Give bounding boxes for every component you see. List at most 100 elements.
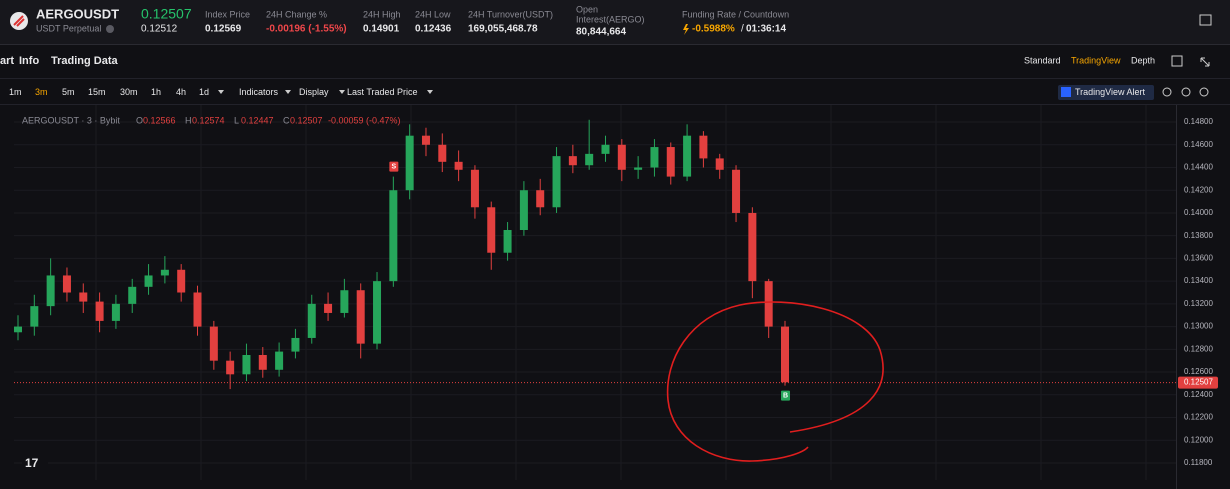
candle-body — [650, 147, 659, 168]
candle-body — [617, 144, 626, 170]
interval[interactable]: 1h — [151, 87, 161, 97]
menu[interactable]: Last Traded Price — [347, 87, 418, 97]
stat-label: 24H High — [363, 9, 401, 19]
legend-value: 0.12574 — [192, 115, 225, 125]
y-tick-label: 0.13000 — [1184, 322, 1213, 331]
stat-label: Open — [576, 4, 598, 14]
candle-body — [14, 326, 22, 333]
last-price-label: 0.12507 — [1184, 378, 1213, 387]
candle-body — [324, 303, 333, 313]
stat-value: 0.14901 — [363, 24, 400, 35]
stat-label: Interest(AERGO) — [576, 14, 645, 24]
legend-key: L — [234, 115, 239, 125]
candle-body — [503, 230, 512, 253]
alert-label[interactable]: TradingView Alert — [1075, 87, 1146, 97]
tab[interactable]: Trading Data — [51, 55, 119, 67]
tab[interactable]: art — [0, 55, 14, 67]
y-tick-label: 0.14000 — [1184, 208, 1213, 217]
interval[interactable]: 1m — [9, 87, 22, 97]
view-tab[interactable]: TradingView — [1071, 55, 1121, 65]
countdown: 01:36:14 — [746, 24, 786, 35]
interval[interactable]: 15m — [88, 87, 106, 97]
y-tick-label: 0.12600 — [1184, 367, 1213, 376]
settings-icon[interactable] — [1181, 87, 1191, 97]
interval[interactable]: 1d — [199, 87, 209, 97]
y-tick-label: 0.12000 — [1184, 435, 1213, 444]
candle-body — [568, 156, 577, 166]
bolt-icon — [683, 24, 689, 35]
candle-body — [373, 281, 382, 344]
y-tick-label: 0.13400 — [1184, 276, 1213, 285]
stat-value: 169,055,468.78 — [468, 24, 538, 35]
interval[interactable]: 3m — [35, 87, 48, 97]
fullscreen-icon[interactable] — [1199, 87, 1209, 97]
candle-body — [356, 290, 365, 344]
candle-body — [46, 275, 55, 307]
candle-body — [242, 355, 251, 375]
view-tab[interactable]: Standard — [1024, 55, 1061, 65]
stat-value: -0.00196 (-1.55%) — [266, 24, 347, 35]
view-tab[interactable]: Depth — [1131, 55, 1155, 65]
interval[interactable]: 30m — [120, 87, 138, 97]
candle-body — [275, 351, 284, 370]
candle-body — [666, 147, 675, 177]
candle-body — [699, 135, 708, 159]
interval[interactable]: 4h — [176, 87, 186, 97]
grid-icon[interactable] — [1171, 55, 1183, 67]
layout-icon[interactable] — [1199, 14, 1212, 26]
menu[interactable]: Indicators — [239, 87, 279, 97]
y-tick-label: 0.14200 — [1184, 185, 1213, 194]
trade-marker — [781, 390, 790, 401]
stat-label: Index Price — [205, 9, 250, 19]
candle-body — [732, 169, 741, 213]
symbol[interactable]: AERGOUSDT — [36, 6, 119, 21]
coin-glyph — [13, 15, 25, 27]
legend-key: C — [283, 115, 290, 125]
dropdown — [427, 90, 433, 94]
candle-body — [634, 167, 643, 170]
contract: USDT Perpetual — [36, 23, 101, 33]
trade-marker — [389, 161, 399, 172]
candle-body — [128, 286, 137, 304]
alert-button[interactable] — [1058, 85, 1154, 100]
y-tick-label: 0.13200 — [1184, 299, 1213, 308]
menu[interactable]: Display — [299, 87, 329, 97]
camera-icon[interactable] — [1162, 87, 1172, 97]
candle-body — [111, 303, 120, 321]
y-tick-label: 0.14600 — [1184, 140, 1213, 149]
candle-body — [781, 326, 789, 383]
candle-body — [683, 135, 692, 177]
y-tick-label: 0.13800 — [1184, 231, 1213, 240]
candle-body — [144, 275, 153, 287]
last-price: 0.12507 — [141, 6, 192, 22]
alert-icon — [1061, 87, 1071, 97]
expand-icon[interactable] — [1200, 57, 1210, 67]
funding-rate: -0.5988% — [692, 24, 735, 35]
info-icon — [106, 25, 114, 33]
candle-body — [421, 135, 430, 145]
annotation-circle — [666, 301, 884, 462]
tv-logo — [22, 454, 48, 474]
dropdown — [285, 90, 291, 94]
tab[interactable]: Info — [19, 55, 39, 67]
candle-body — [95, 301, 104, 321]
candle-body — [307, 303, 316, 338]
candle-body — [470, 169, 479, 208]
candle-body — [160, 269, 169, 276]
last-price-tag — [1178, 376, 1218, 389]
trade-marker-label: S — [392, 163, 397, 170]
legend-value: 0.12507 — [290, 115, 323, 125]
header-bg — [0, 0, 1230, 44]
candle-body — [177, 269, 186, 293]
mark-price: 0.12512 — [141, 24, 178, 35]
interval[interactable]: 5m — [62, 87, 75, 97]
candle-body — [454, 161, 463, 170]
toolbar: 1m 3m 5m 15m 30m 1h 4h 1d Indicators Display Last … — [9, 87, 433, 97]
candle-body — [438, 144, 447, 162]
legend-key: O — [136, 115, 143, 125]
candle-body — [30, 306, 39, 327]
candle-body — [487, 207, 496, 253]
tv-logo-mark: 17 — [25, 456, 39, 470]
y-tick-label: 0.13600 — [1184, 254, 1213, 263]
candle-body — [715, 158, 724, 170]
